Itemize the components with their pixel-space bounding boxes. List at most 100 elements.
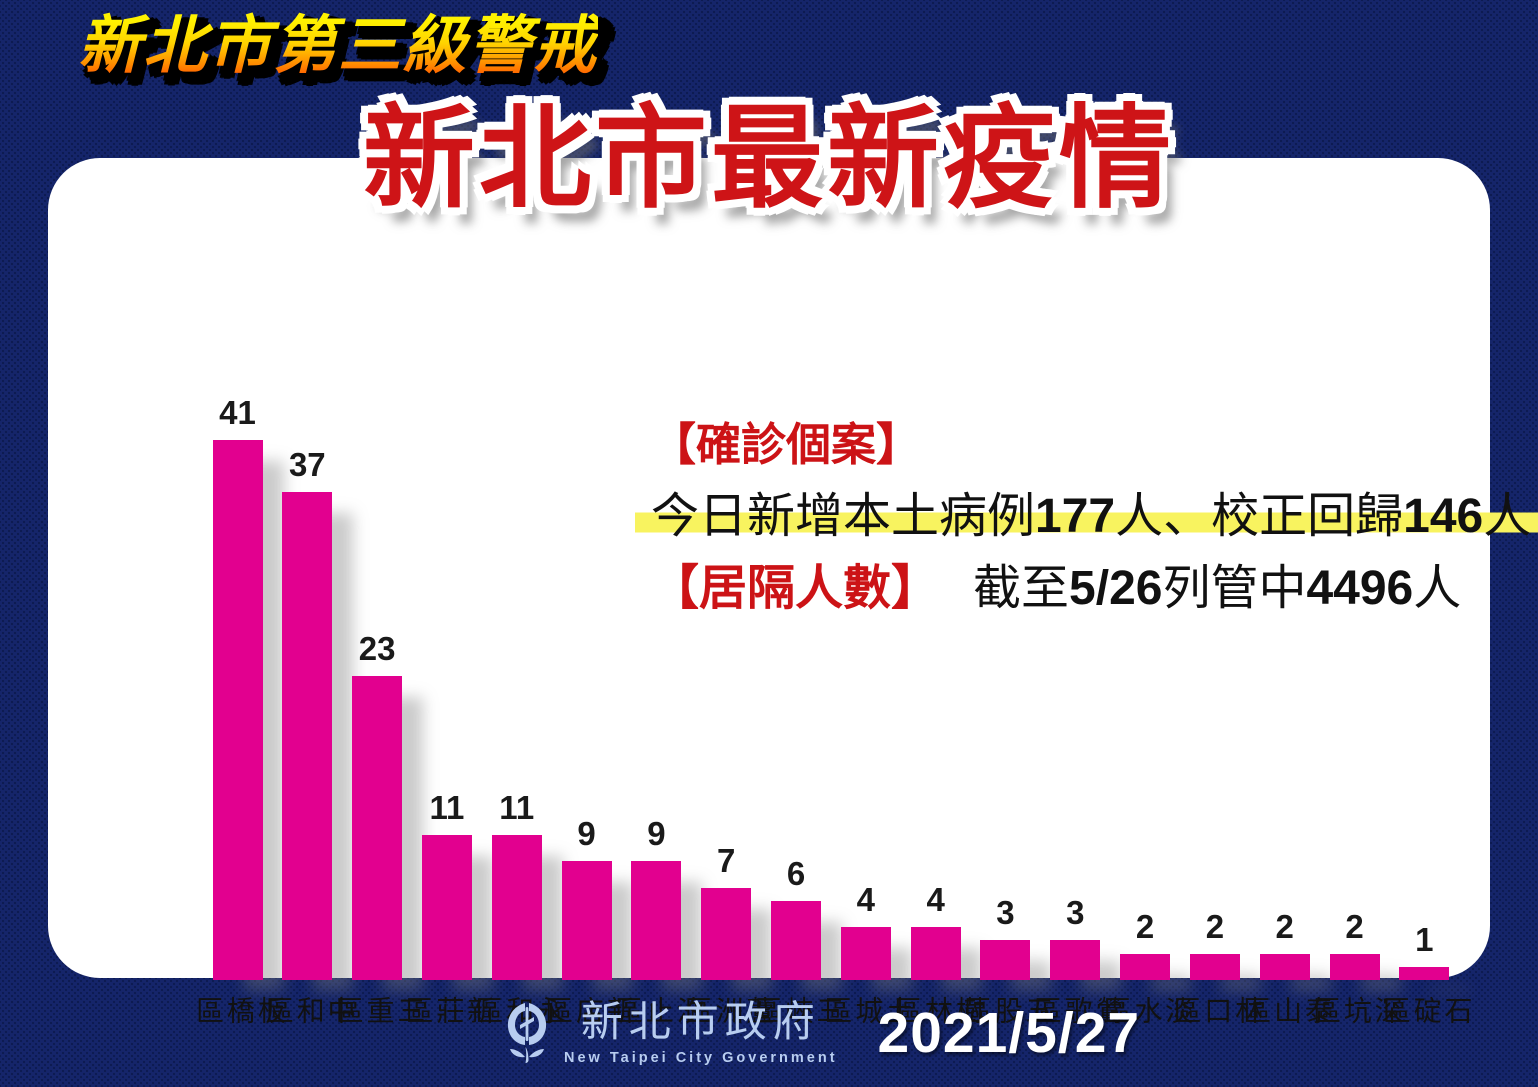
case-count-local: 177 xyxy=(1035,489,1116,543)
bar-category-label: 三重區 xyxy=(331,996,425,1026)
bar-group: 6 三峽區 xyxy=(751,394,844,1026)
bar-category-label: 蘆洲區 xyxy=(680,996,774,1026)
bar-value-label: 2 xyxy=(1345,907,1364,945)
report-date: 2021/5/27 xyxy=(877,1001,1141,1066)
bar-group: 11 新莊區 xyxy=(402,394,495,1026)
bar-group: 4 土城區 xyxy=(820,394,913,1026)
bar-group: 2 泰山區 xyxy=(1239,394,1332,1026)
bar xyxy=(421,834,472,980)
bar-group: 3 五股區 xyxy=(960,394,1053,1026)
bar-group: 37 中和區 xyxy=(262,394,355,1026)
bar-category-label: 汐止區 xyxy=(610,996,704,1026)
bar xyxy=(701,887,752,980)
bar-group: 41 板橋區 xyxy=(192,394,285,1026)
bar-group: 9 新店區 xyxy=(541,394,634,1026)
quarantine-text-pre: 截至 xyxy=(973,562,1070,616)
bar xyxy=(491,834,542,980)
bar xyxy=(1259,953,1310,980)
ntpc-logo-block: 新北市政府 New Taipei City Government xyxy=(506,1000,838,1066)
bar-category-label: 板橋區 xyxy=(192,996,285,1026)
bar-category-label: 土城區 xyxy=(820,996,914,1026)
quarantine-date: 5/26 xyxy=(1069,562,1163,616)
bar-category-label: 樹林區 xyxy=(890,996,983,1026)
bar-value-label: 1 xyxy=(1415,920,1434,958)
bar-category-label: 石碇區 xyxy=(1378,996,1472,1026)
bar-category-label: 新莊區 xyxy=(401,996,495,1026)
ntpc-name-zh: 新北市政府 xyxy=(580,1000,821,1046)
bar-category-label: 鶯歌區 xyxy=(1029,996,1123,1026)
bar-category-label: 五股區 xyxy=(960,996,1053,1026)
bar-group: 9 汐止區 xyxy=(611,394,704,1026)
quarantine-count: 4496 xyxy=(1306,562,1414,616)
bar-category-label: 新店區 xyxy=(541,996,634,1026)
bar-category-label: 中和區 xyxy=(261,996,355,1026)
bar xyxy=(282,491,333,980)
bar-value-label: 9 xyxy=(647,815,666,853)
bar-value-label: 11 xyxy=(499,788,535,826)
case-text-pre: 今日新增本土病例 xyxy=(651,489,1036,543)
bar-chart-bars: 41 板橋區 37 中和區 23 三重區 11 新莊區 11 永和區 9 新店區… xyxy=(192,394,1472,1026)
bar-group: 2 深坑區 xyxy=(1309,394,1402,1026)
bar-value-label: 2 xyxy=(1205,907,1225,945)
case-text-suf: 人 xyxy=(1483,489,1532,543)
bar-group: 7 蘆洲區 xyxy=(681,394,774,1026)
district-bar-chart: 41 板橋區 37 中和區 23 三重區 11 新莊區 11 永和區 9 新店區… xyxy=(192,394,1472,1026)
quarantine-text-mid: 列管中 xyxy=(1162,562,1307,616)
bar-group: 4 樹林區 xyxy=(890,394,983,1026)
page-title-text: 新北市最新疫情 xyxy=(363,96,1175,221)
bar-group: 2 淡水區 xyxy=(1100,394,1193,1026)
bar xyxy=(840,927,891,980)
bar-value-label: 4 xyxy=(856,881,875,919)
bar-value-label: 3 xyxy=(1066,894,1085,932)
bar xyxy=(631,861,682,980)
case-count-backlog: 146 xyxy=(1403,489,1484,543)
bar xyxy=(1120,953,1171,980)
quarantine-label: 【居隔人數】 xyxy=(651,562,940,616)
alert-banner: 新北市第三級警戒 新北市第三級警戒 xyxy=(78,6,603,89)
quarantine-line: 【居隔人數】 截至5/26列管中4496人 xyxy=(651,557,1531,622)
bar-category-label: 三峽區 xyxy=(750,996,844,1026)
bar xyxy=(1189,953,1240,980)
ntpc-name-en: New Taipei City Government xyxy=(564,1050,838,1067)
bar-value-label: 23 xyxy=(358,630,396,668)
alert-banner-text: 新北市第三級警戒 xyxy=(78,6,598,88)
bar-value-label: 41 xyxy=(219,394,256,431)
bar-group: 3 鶯歌區 xyxy=(1030,394,1123,1026)
bar xyxy=(1050,940,1101,980)
alert-banner-shadow-text: 新北市第三級警戒 xyxy=(85,14,605,96)
bar-value-label: 7 xyxy=(717,841,736,879)
bar-category-label: 淡水區 xyxy=(1099,996,1193,1026)
bar-value-label: 6 xyxy=(786,854,806,892)
bar xyxy=(910,927,961,980)
quarantine-text-suf: 人 xyxy=(1413,562,1462,616)
bar-value-label: 37 xyxy=(288,445,326,483)
bar-group: 2 林口區 xyxy=(1169,394,1262,1026)
bar xyxy=(212,440,263,980)
case-text-mid: 人、校正回歸 xyxy=(1115,489,1404,543)
bar-value-label: 2 xyxy=(1135,907,1155,945)
bar-value-label: 4 xyxy=(926,881,945,919)
bar xyxy=(352,676,403,980)
page-title: 新北市最新疫情 新北市最新疫情 xyxy=(0,95,1538,224)
bar-group: 1 石碇區 xyxy=(1379,394,1472,1026)
bar xyxy=(1329,953,1380,980)
bar-value-label: 11 xyxy=(429,788,465,826)
ntpc-org-text: 新北市政府 New Taipei City Government xyxy=(564,1000,838,1066)
bar xyxy=(1399,966,1450,980)
bar xyxy=(561,861,612,980)
page-title-outline: 新北市最新疫情 xyxy=(363,96,1175,221)
content-card: 41 板橋區 37 中和區 23 三重區 11 新莊區 11 永和區 9 新店區… xyxy=(48,158,1538,1026)
bar xyxy=(771,900,821,980)
bar-value-label: 2 xyxy=(1275,907,1294,945)
bar xyxy=(980,940,1031,980)
bar-value-label: 9 xyxy=(577,815,596,853)
highlighted-case-text: 今日新增本土病例177人、校正回歸146人 xyxy=(635,489,1538,543)
bar-category-label: 泰山區 xyxy=(1239,996,1332,1026)
bar-group: 11 永和區 xyxy=(471,394,564,1026)
footer: 新北市政府 New Taipei City Government 2021/5/… xyxy=(506,1000,1140,1066)
ntpc-logo-icon xyxy=(507,1003,547,1064)
confirmed-cases-line: 今日新增本土病例177人、校正回歸146人 xyxy=(635,485,1538,550)
confirmed-cases-label: 【確診個案】 xyxy=(651,420,922,470)
bar-value-label: 3 xyxy=(996,894,1015,932)
